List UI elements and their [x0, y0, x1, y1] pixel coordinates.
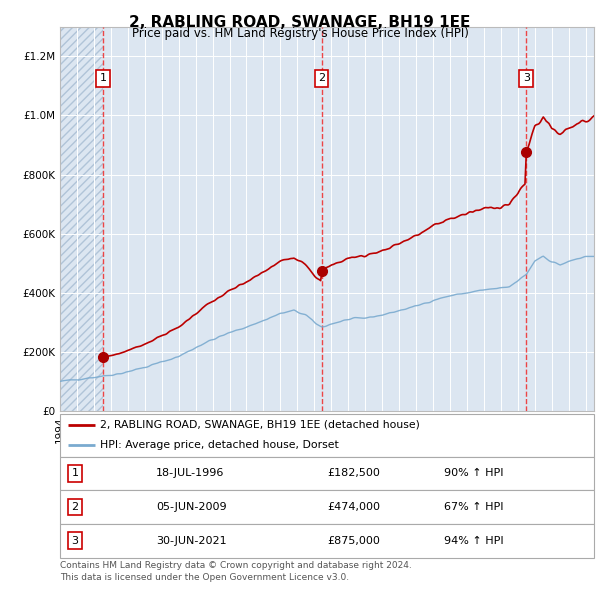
Text: 2, RABLING ROAD, SWANAGE, BH19 1EE: 2, RABLING ROAD, SWANAGE, BH19 1EE: [130, 15, 470, 30]
FancyBboxPatch shape: [60, 414, 594, 457]
Text: 1: 1: [100, 74, 107, 83]
Text: 1: 1: [71, 468, 79, 478]
Text: Price paid vs. HM Land Registry's House Price Index (HPI): Price paid vs. HM Land Registry's House …: [131, 27, 469, 40]
Text: 05-JUN-2009: 05-JUN-2009: [156, 502, 227, 512]
Text: £875,000: £875,000: [327, 536, 380, 546]
Text: 30-JUN-2021: 30-JUN-2021: [156, 536, 227, 546]
Text: HPI: Average price, detached house, Dorset: HPI: Average price, detached house, Dors…: [100, 440, 339, 450]
Text: 90% ↑ HPI: 90% ↑ HPI: [445, 468, 504, 478]
Text: 2: 2: [71, 502, 79, 512]
FancyBboxPatch shape: [60, 524, 594, 558]
Text: 3: 3: [71, 536, 79, 546]
FancyBboxPatch shape: [60, 457, 594, 490]
Text: 2, RABLING ROAD, SWANAGE, BH19 1EE (detached house): 2, RABLING ROAD, SWANAGE, BH19 1EE (deta…: [100, 420, 420, 430]
Text: £182,500: £182,500: [327, 468, 380, 478]
Bar: [60, 27, 103, 411]
Text: 18-JUL-1996: 18-JUL-1996: [156, 468, 224, 478]
Text: 67% ↑ HPI: 67% ↑ HPI: [445, 502, 504, 512]
Text: 3: 3: [523, 74, 530, 83]
Text: 2: 2: [318, 74, 325, 83]
Text: £474,000: £474,000: [327, 502, 380, 512]
Text: Contains HM Land Registry data © Crown copyright and database right 2024.: Contains HM Land Registry data © Crown c…: [60, 560, 412, 569]
Text: This data is licensed under the Open Government Licence v3.0.: This data is licensed under the Open Gov…: [60, 573, 349, 582]
Text: 94% ↑ HPI: 94% ↑ HPI: [445, 536, 504, 546]
FancyBboxPatch shape: [60, 490, 594, 524]
